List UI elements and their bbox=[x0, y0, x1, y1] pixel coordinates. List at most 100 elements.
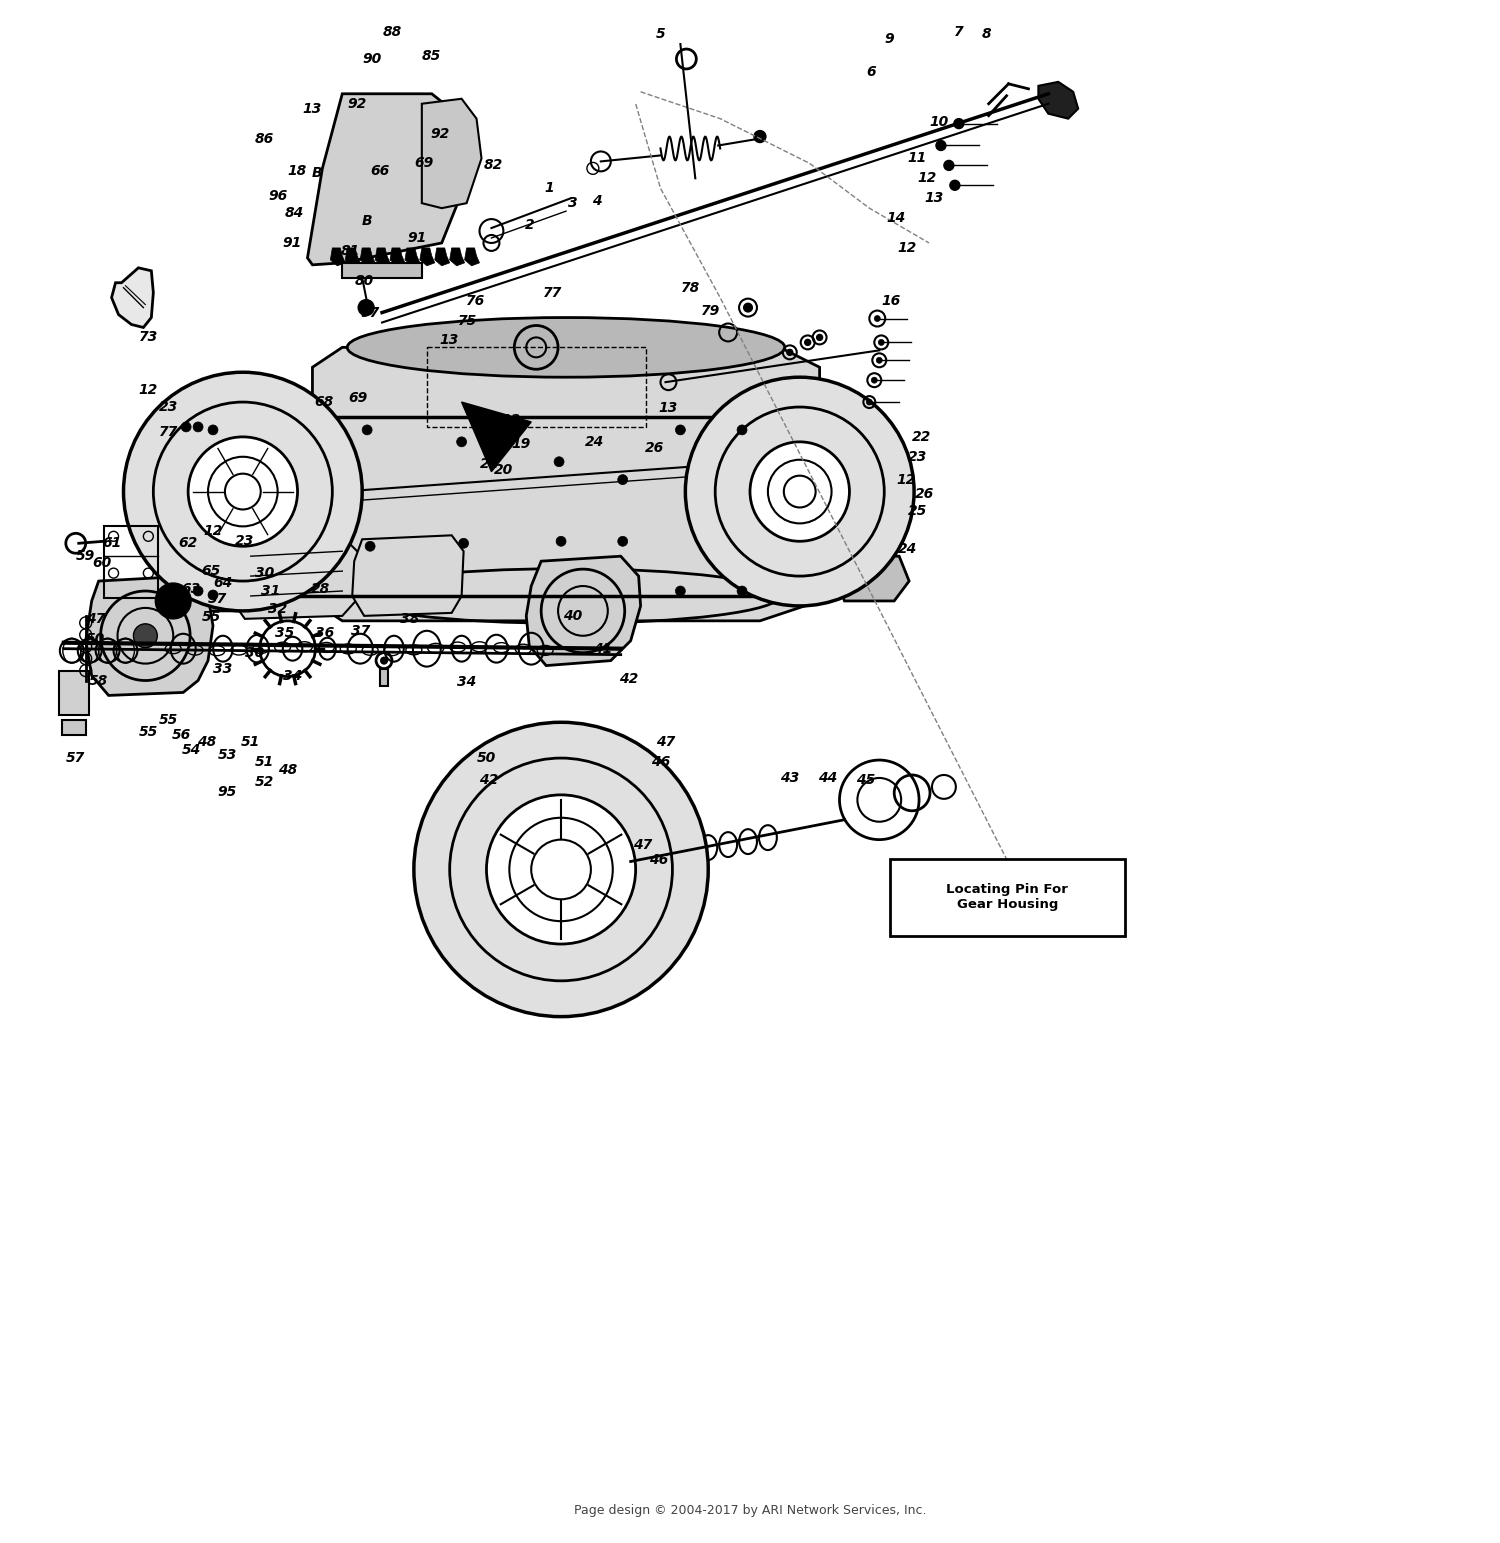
Text: 51: 51 bbox=[255, 755, 274, 768]
Text: 4: 4 bbox=[592, 194, 602, 208]
Circle shape bbox=[675, 586, 686, 596]
Text: 40: 40 bbox=[564, 609, 582, 623]
Circle shape bbox=[954, 119, 964, 128]
Polygon shape bbox=[231, 537, 362, 619]
Text: 13: 13 bbox=[924, 191, 944, 205]
Text: 47: 47 bbox=[86, 613, 105, 626]
Text: 55: 55 bbox=[138, 725, 158, 739]
Text: 47: 47 bbox=[633, 838, 652, 852]
Circle shape bbox=[358, 299, 374, 316]
Text: 38: 38 bbox=[400, 613, 420, 626]
Text: 6: 6 bbox=[867, 65, 876, 79]
Text: 13: 13 bbox=[658, 401, 678, 415]
Text: 55: 55 bbox=[159, 713, 178, 727]
Text: 88: 88 bbox=[382, 25, 402, 39]
Circle shape bbox=[871, 376, 877, 383]
Text: 68: 68 bbox=[315, 395, 334, 409]
Polygon shape bbox=[405, 248, 420, 265]
Text: 35: 35 bbox=[274, 626, 294, 640]
Text: 34: 34 bbox=[458, 676, 476, 690]
Text: 61: 61 bbox=[102, 537, 122, 551]
Text: 3: 3 bbox=[568, 196, 578, 210]
Text: 57: 57 bbox=[66, 751, 86, 765]
Text: 69: 69 bbox=[414, 156, 434, 170]
Text: 65: 65 bbox=[201, 565, 220, 579]
Text: 79: 79 bbox=[700, 304, 720, 318]
Text: 51: 51 bbox=[242, 734, 261, 750]
Text: 64: 64 bbox=[213, 576, 232, 589]
Bar bbox=[380, 668, 388, 687]
Circle shape bbox=[188, 437, 297, 546]
Text: 90: 90 bbox=[363, 52, 381, 66]
Text: 42: 42 bbox=[620, 671, 639, 685]
Circle shape bbox=[754, 131, 766, 142]
Text: 37: 37 bbox=[351, 623, 370, 637]
Text: 30: 30 bbox=[244, 645, 264, 660]
Text: 34: 34 bbox=[284, 668, 302, 682]
Text: 22: 22 bbox=[912, 430, 930, 444]
Text: 60: 60 bbox=[92, 555, 111, 571]
Text: 95: 95 bbox=[217, 785, 237, 799]
Circle shape bbox=[556, 537, 566, 546]
Text: 20: 20 bbox=[494, 463, 513, 477]
Circle shape bbox=[618, 475, 627, 485]
Text: 12: 12 bbox=[918, 171, 936, 185]
Text: 14: 14 bbox=[886, 211, 906, 225]
Text: 53: 53 bbox=[219, 748, 237, 762]
Text: 50: 50 bbox=[86, 631, 105, 645]
Text: 30: 30 bbox=[255, 566, 274, 580]
Text: 48: 48 bbox=[198, 734, 216, 750]
Circle shape bbox=[364, 542, 375, 551]
Text: 23: 23 bbox=[908, 449, 927, 464]
Polygon shape bbox=[360, 248, 375, 265]
Text: 50: 50 bbox=[477, 751, 496, 765]
Circle shape bbox=[879, 339, 884, 346]
Text: 12: 12 bbox=[138, 383, 158, 397]
Text: 73: 73 bbox=[138, 330, 158, 344]
Text: 31: 31 bbox=[261, 583, 280, 599]
Polygon shape bbox=[352, 535, 464, 616]
Circle shape bbox=[134, 623, 158, 648]
Text: 46: 46 bbox=[651, 755, 670, 768]
Circle shape bbox=[554, 457, 564, 466]
Circle shape bbox=[194, 421, 202, 432]
Text: 44: 44 bbox=[818, 772, 837, 785]
Circle shape bbox=[456, 437, 466, 447]
Polygon shape bbox=[526, 555, 640, 665]
Text: 24: 24 bbox=[585, 435, 604, 449]
Text: 41: 41 bbox=[592, 642, 612, 656]
Text: 13: 13 bbox=[303, 102, 322, 116]
Polygon shape bbox=[1038, 82, 1078, 119]
Text: 24: 24 bbox=[897, 542, 916, 555]
Text: 81: 81 bbox=[340, 244, 360, 258]
Text: 92: 92 bbox=[348, 97, 368, 111]
Text: 97: 97 bbox=[360, 306, 380, 319]
Text: 19: 19 bbox=[512, 437, 531, 451]
Text: 58: 58 bbox=[88, 673, 108, 688]
Circle shape bbox=[675, 424, 686, 435]
Text: 92: 92 bbox=[430, 127, 450, 140]
Circle shape bbox=[123, 372, 362, 611]
Text: 12: 12 bbox=[897, 472, 916, 486]
Text: 26: 26 bbox=[645, 441, 664, 455]
FancyBboxPatch shape bbox=[890, 858, 1125, 937]
Text: 46: 46 bbox=[650, 853, 668, 867]
Text: 62: 62 bbox=[178, 537, 198, 551]
Bar bbox=[342, 262, 422, 278]
Text: 56: 56 bbox=[171, 728, 190, 742]
Text: 78: 78 bbox=[681, 281, 700, 295]
Bar bbox=[58, 671, 88, 716]
Circle shape bbox=[874, 316, 880, 321]
Polygon shape bbox=[420, 248, 435, 265]
Text: 84: 84 bbox=[285, 207, 304, 221]
Circle shape bbox=[459, 539, 468, 548]
Text: 8: 8 bbox=[982, 28, 992, 42]
Ellipse shape bbox=[346, 318, 784, 376]
Circle shape bbox=[744, 304, 752, 312]
Circle shape bbox=[736, 424, 747, 435]
Polygon shape bbox=[86, 576, 213, 696]
Text: 16: 16 bbox=[882, 293, 902, 307]
Circle shape bbox=[788, 349, 794, 355]
Text: 63: 63 bbox=[182, 582, 201, 596]
Bar bbox=[427, 347, 645, 427]
